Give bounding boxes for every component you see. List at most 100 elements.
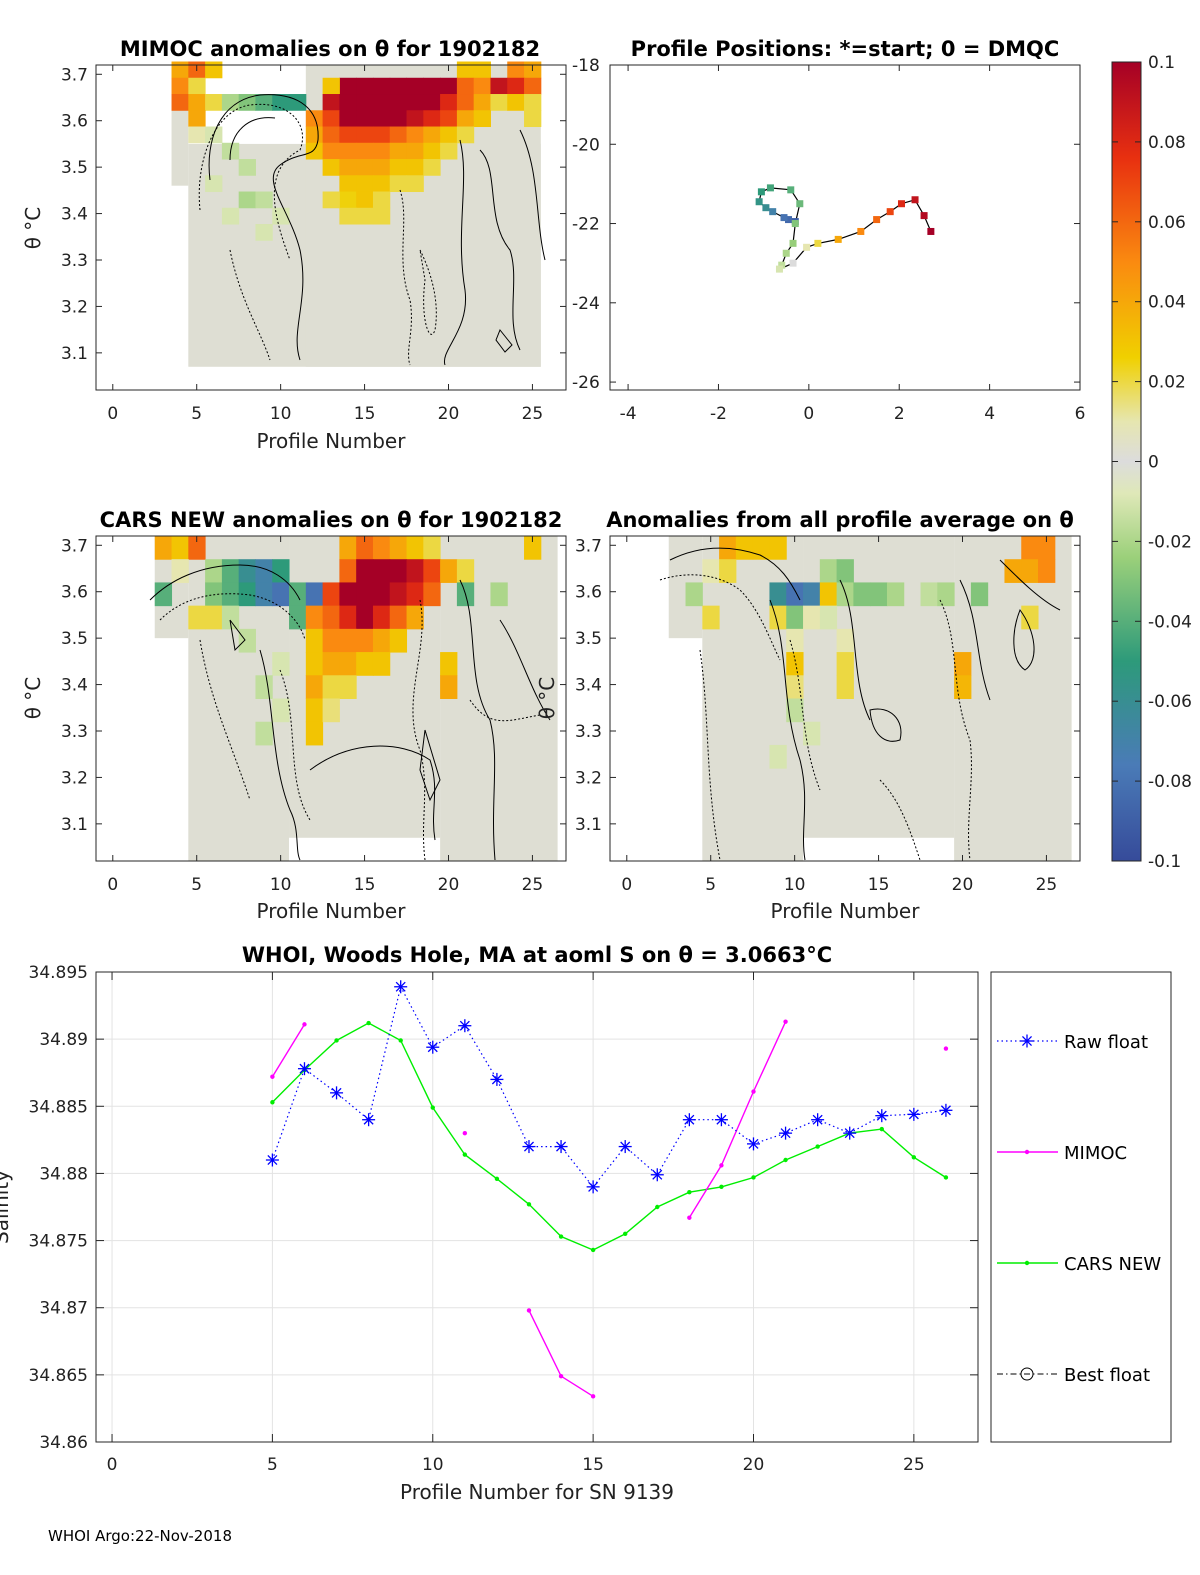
heatmap-cell <box>221 559 240 583</box>
heatmap-cell <box>289 605 307 630</box>
x-tick-label: 10 <box>422 1455 444 1475</box>
heatmap-cell <box>389 94 408 111</box>
heatmap-cell <box>372 191 391 209</box>
x-tick-label: 20 <box>952 875 974 895</box>
profile-position-marker <box>789 239 797 247</box>
y-tick-label: 3.4 <box>575 676 602 696</box>
heatmap-cell <box>406 77 424 95</box>
heatmap-cell <box>786 628 804 653</box>
y-tick-label: 3.3 <box>61 251 88 271</box>
heatmap-cell <box>356 191 374 209</box>
heatmap-cell <box>372 159 391 176</box>
cars-new-point <box>526 1202 532 1207</box>
heatmap-cell <box>238 159 256 176</box>
heatmap-cell <box>305 721 324 746</box>
positions-axes-box <box>609 64 1081 391</box>
x-tick-label: 10 <box>270 404 292 424</box>
heatmap-cell <box>305 126 324 144</box>
heatmap-cell <box>372 207 391 225</box>
heatmap-cell <box>171 77 189 95</box>
heatmap-cell <box>322 652 340 676</box>
heatmap-cell <box>372 77 391 95</box>
heatmap-cell <box>456 126 475 144</box>
heatmap-cell <box>305 698 324 723</box>
heatmap-cell <box>305 605 324 630</box>
heatmap-cell <box>456 61 475 79</box>
heatmap-cell <box>339 605 357 630</box>
salinity-series <box>265 980 953 1399</box>
salinity-grid <box>96 971 978 1443</box>
heatmap-cell <box>305 652 324 676</box>
heatmap-cell <box>440 126 458 144</box>
heatmap-cell <box>339 142 357 160</box>
heatmap-cell <box>356 559 374 583</box>
heatmap-cell <box>188 77 206 95</box>
y-tick-label: 3.5 <box>61 158 88 178</box>
heatmap-cell <box>322 110 340 128</box>
raw-float-star-marker <box>299 1063 310 1074</box>
cars-new-point <box>270 1100 275 1105</box>
cars-new-point <box>943 1175 949 1180</box>
heatmap-cell <box>238 191 256 209</box>
legend-point <box>1024 1149 1030 1155</box>
heatmap-cell <box>819 582 838 607</box>
heatmap-cell <box>272 698 290 723</box>
cars-new-point <box>815 1144 820 1149</box>
heatmap-cell <box>937 582 955 607</box>
heatmap-cell <box>719 536 737 560</box>
heatmap-cell <box>171 94 189 111</box>
y-tick-label: -18 <box>572 56 600 76</box>
heatmap-cell <box>406 605 424 630</box>
heatmap-cell <box>339 652 357 676</box>
y-tick-label: -24 <box>572 294 600 314</box>
heatmap-cell <box>423 582 441 607</box>
cars-new-point <box>462 1152 468 1157</box>
mimoc-ylabel: θ °C <box>21 207 45 250</box>
x-tick-label: 20 <box>438 875 460 895</box>
legend-box <box>990 971 1172 1443</box>
cars-title: CARS NEW anomalies on θ for 1902182 <box>100 508 563 532</box>
mimoc-point <box>302 1022 307 1027</box>
positions-markers <box>755 184 935 273</box>
heatmap-cell <box>389 77 408 95</box>
heatmap-cell <box>440 675 458 699</box>
x-tick-label: 15 <box>582 1455 604 1475</box>
y-tick-label: 3.6 <box>575 583 602 603</box>
profile-position-marker <box>782 249 790 257</box>
x-tick-label: 5 <box>191 875 202 895</box>
legend-label: CARS NEW <box>1064 1254 1161 1275</box>
raw-float-star-marker <box>331 1087 342 1098</box>
heatmap-cell <box>339 628 357 653</box>
heatmap-cell <box>423 126 441 144</box>
colorbar-tick-label: 0 <box>1148 453 1159 473</box>
heatmap-cell <box>786 582 804 607</box>
colorbar-tick-label: -0.06 <box>1148 692 1192 712</box>
salinity-plot-area <box>96 972 978 1442</box>
heatmap-cell <box>524 94 542 111</box>
heatmap-cell <box>238 628 256 653</box>
colorbar-tick-label: -0.08 <box>1148 772 1192 792</box>
heatmap-cell <box>372 628 391 653</box>
heatmap-cell <box>786 675 804 699</box>
y-tick-label: -22 <box>572 215 600 235</box>
heatmap-cell <box>389 142 408 160</box>
heatmap-cell <box>272 652 290 676</box>
raw-float-star-marker <box>684 1114 695 1125</box>
heatmap-cell <box>188 110 206 128</box>
cars-panel: 0 5 10 15 20 25 3.7 3.6 3.5 3.4 3.3 3.2 3.1 CARS NE… <box>21 508 567 923</box>
heatmap-cell <box>356 77 374 95</box>
y-tick-label: 34.885 <box>29 1097 88 1117</box>
heatmap-cell <box>886 582 905 607</box>
heatmap-cell <box>255 224 273 241</box>
raw-float-star-marker <box>780 1128 791 1139</box>
cars-new-point <box>366 1020 371 1026</box>
mimoc-contours <box>198 94 546 366</box>
heatmap-cell <box>1038 536 1056 560</box>
mimoc-xlabel: Profile Number <box>257 429 407 453</box>
heatmap-cell <box>786 698 804 723</box>
salinity-panel: 0 5 10 15 20 25 34.89534.8934.88534.8834.8753… <box>0 943 1172 1504</box>
heatmap-cell <box>255 94 273 111</box>
mimoc-point <box>943 1046 949 1051</box>
heatmap-cell <box>154 536 173 560</box>
